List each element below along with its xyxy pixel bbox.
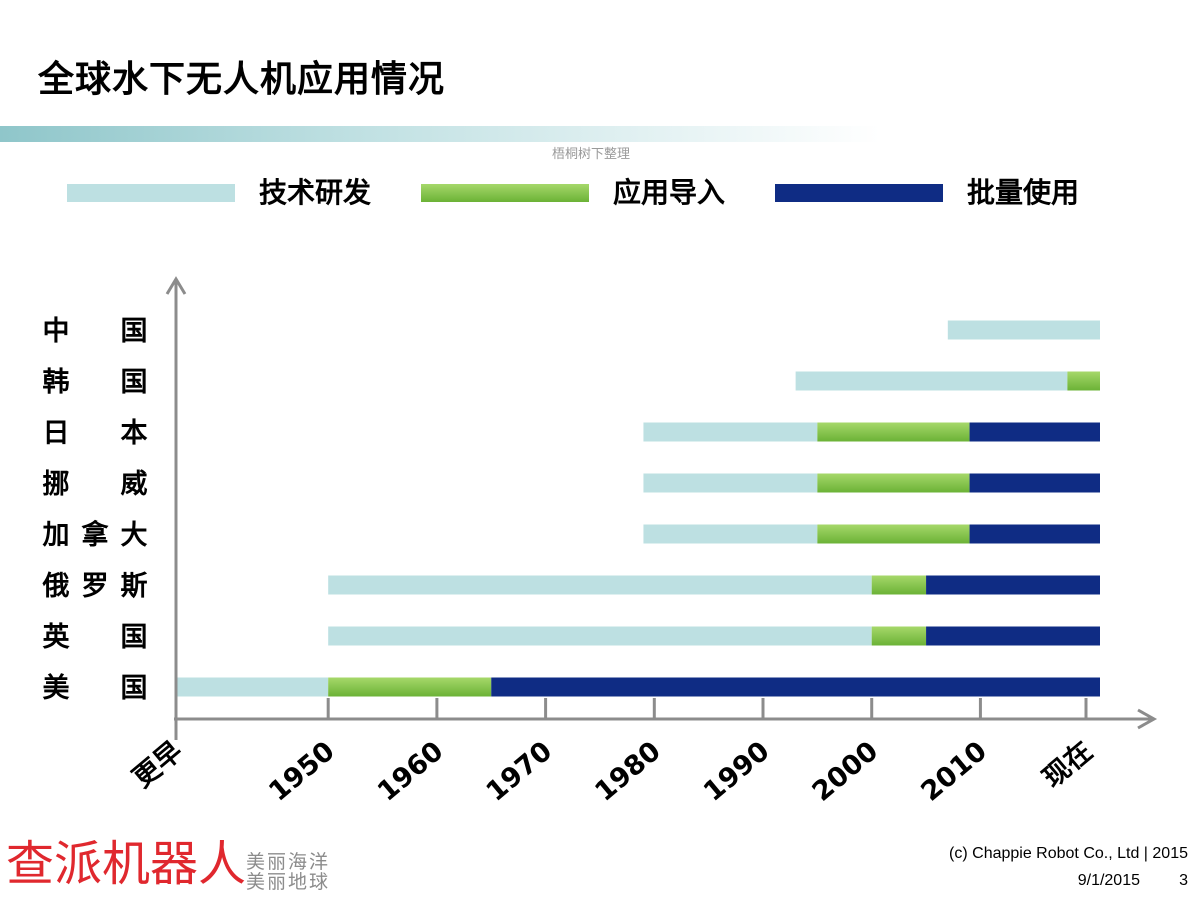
bar-mass-row2-seg2 <box>969 422 1100 442</box>
legend-label-app: 应用导入 <box>613 176 726 209</box>
bar-mass-row7-seg2 <box>491 677 1100 697</box>
country-label-row5-char1: 罗 <box>82 571 109 602</box>
country-label-row4-char1: 拿 <box>82 519 110 551</box>
bar-rd-row0-seg0 <box>947 320 1100 340</box>
country-label-row3-char2: 威 <box>121 469 148 500</box>
country-label-row5-char2: 斯 <box>121 571 148 602</box>
slogan-line-2: 美丽地球 <box>246 871 331 893</box>
country-label-row6-char0: 英 <box>43 622 71 653</box>
x-tick-label-3: 1970 <box>481 736 558 808</box>
slide-title: 全球水下无人机应用情况 <box>38 59 446 100</box>
slogan: 美丽海洋 美丽地球 <box>246 852 396 892</box>
x-tick-label-7: 2010 <box>915 736 992 808</box>
bar-rd-row1-seg0 <box>795 371 1068 391</box>
bar-app-row3-seg1 <box>817 473 970 493</box>
x-tick-label-5: 1990 <box>698 736 775 808</box>
bar-rd-row6-seg0 <box>328 626 872 646</box>
country-label-row4-char0: 加 <box>43 520 70 551</box>
legend-label-mass: 批量使用 <box>967 176 1080 209</box>
x-axis-arrow <box>1137 708 1158 730</box>
bar-mass-row5-seg2 <box>926 575 1100 595</box>
country-label-row0-char2: 国 <box>121 316 148 347</box>
country-label-row1-char0: 韩 <box>43 367 70 398</box>
bar-app-row5-seg1 <box>871 575 927 595</box>
country-label-row7-char0: 美 <box>43 672 70 704</box>
company-logo: 查派机器人 <box>6 836 247 892</box>
legend-swatch-mass <box>775 184 943 202</box>
bar-rd-row2-seg0 <box>643 422 818 442</box>
legend-swatch-rd <box>67 184 235 202</box>
bar-app-row6-seg1 <box>871 626 927 646</box>
country-label-row2-char0: 日 <box>43 418 70 449</box>
country-label-row0-char0: 中 <box>43 316 70 347</box>
country-label-row5-char0: 俄 <box>42 571 70 602</box>
x-tick-label-6: 2000 <box>807 736 884 808</box>
page-number: 3 <box>1179 872 1188 889</box>
legend-swatch-app <box>421 184 589 202</box>
x-tick-label-4: 1980 <box>589 736 666 808</box>
footer-date: 9/1/2015 <box>1077 872 1140 889</box>
bar-app-row7-seg1 <box>328 677 492 697</box>
x-tick-label-0: 更早 <box>127 736 188 794</box>
y-axis-arrow <box>165 276 187 295</box>
x-tick-label-1: 1950 <box>263 736 340 808</box>
country-label-row6-char2: 国 <box>121 622 148 653</box>
country-label-row4-char2: 大 <box>121 520 148 551</box>
bar-app-row2-seg1 <box>817 422 970 442</box>
bar-rd-row4-seg0 <box>643 524 818 544</box>
bar-mass-row4-seg2 <box>969 524 1100 544</box>
country-label-row2-char2: 本 <box>121 418 148 449</box>
watermark: 梧桐树下整理 <box>552 147 631 162</box>
bar-mass-row6-seg2 <box>926 626 1100 646</box>
bar-rd-row3-seg0 <box>643 473 818 493</box>
bar-app-row1-seg1 <box>1067 371 1100 391</box>
bar-mass-row3-seg2 <box>969 473 1100 493</box>
bar-rd-row7-seg0 <box>176 677 329 697</box>
bar-app-row4-seg1 <box>817 524 970 544</box>
slogan-line-1: 美丽海洋 <box>246 851 331 873</box>
country-label-row7-char2: 国 <box>121 673 148 704</box>
legend-label-rd: 技术研发 <box>259 176 372 209</box>
country-label-row3-char0: 挪 <box>43 469 70 500</box>
x-tick-label-8: 现在 <box>1037 736 1098 794</box>
copyright: (c) Chappie Robot Co., Ltd | 2015 <box>949 845 1188 862</box>
x-tick-label-2: 1960 <box>372 736 449 808</box>
bar-rd-row5-seg0 <box>328 575 872 595</box>
country-label-row1-char2: 国 <box>121 367 148 398</box>
title-rule <box>0 126 880 142</box>
